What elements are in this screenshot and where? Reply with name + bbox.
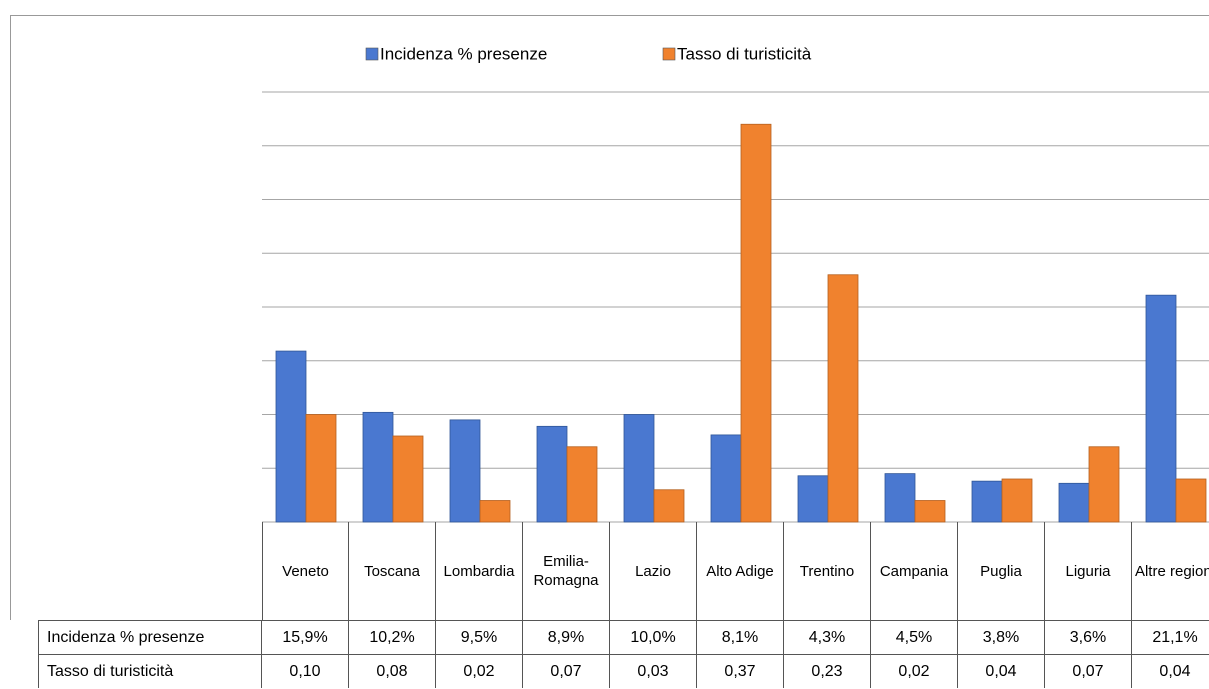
bar [449,419,481,523]
bar [1145,294,1177,523]
category-label: Puglia [958,522,1045,620]
bar [305,414,337,523]
bar [362,411,394,523]
data-cell: 10,0% [610,620,697,654]
bar [566,446,598,523]
bar [653,489,685,523]
data-cell: 4,5% [871,620,958,654]
bar [623,414,655,523]
bar [914,500,946,523]
data-cell: 9,5% [436,620,523,654]
chart-frame [10,15,1209,620]
bar [971,480,1003,523]
data-cell: 0,10 [262,654,349,688]
category-label: Altre regioni [1132,522,1209,620]
data-cell: 10,2% [349,620,436,654]
bar [1058,482,1090,523]
category-label: Lombardia [436,522,523,620]
bar [536,425,568,523]
category-label: Liguria [1045,522,1132,620]
legend-swatch [662,47,676,61]
data-cell: 8,9% [523,620,610,654]
data-cell: 0,37 [697,654,784,688]
bar [710,434,742,523]
data-cell: 8,1% [697,620,784,654]
row-header: Incidenza % presenze [38,620,262,654]
bar [740,123,772,523]
data-cell: 0,23 [784,654,871,688]
category-label: Alto Adige [697,522,784,620]
category-label: Trentino [784,522,871,620]
data-cell: 0,02 [436,654,523,688]
legend-label: Tasso di turisticità [677,44,812,63]
data-cell: 0,04 [958,654,1045,688]
bar [479,500,511,523]
bar [797,475,829,523]
data-cell: 0,03 [610,654,697,688]
data-cell: 15,9% [262,620,349,654]
data-cell: 4,3% [784,620,871,654]
data-cell: 3,8% [958,620,1045,654]
data-cell: 0,08 [349,654,436,688]
bar [1088,446,1120,523]
bar [1175,478,1207,523]
category-label: Veneto [262,522,349,620]
category-label: Campania [871,522,958,620]
legend-swatch [365,47,379,61]
data-cell: 0,02 [871,654,958,688]
data-cell: 0,07 [1045,654,1132,688]
category-label: Emilia-Romagna [523,522,610,620]
data-cell: 0,07 [523,654,610,688]
legend-label: Incidenza % presenze [380,44,547,63]
bar [392,435,424,523]
bar [275,350,307,523]
category-label: Lazio [610,522,697,620]
data-cell: 21,1% [1132,620,1209,654]
data-cell: 3,6% [1045,620,1132,654]
category-label: Toscana [349,522,436,620]
bar [827,274,859,523]
bar [884,473,916,523]
row-header: Tasso di turisticità [38,654,262,688]
bar [1001,478,1033,523]
data-cell: 0,04 [1132,654,1209,688]
